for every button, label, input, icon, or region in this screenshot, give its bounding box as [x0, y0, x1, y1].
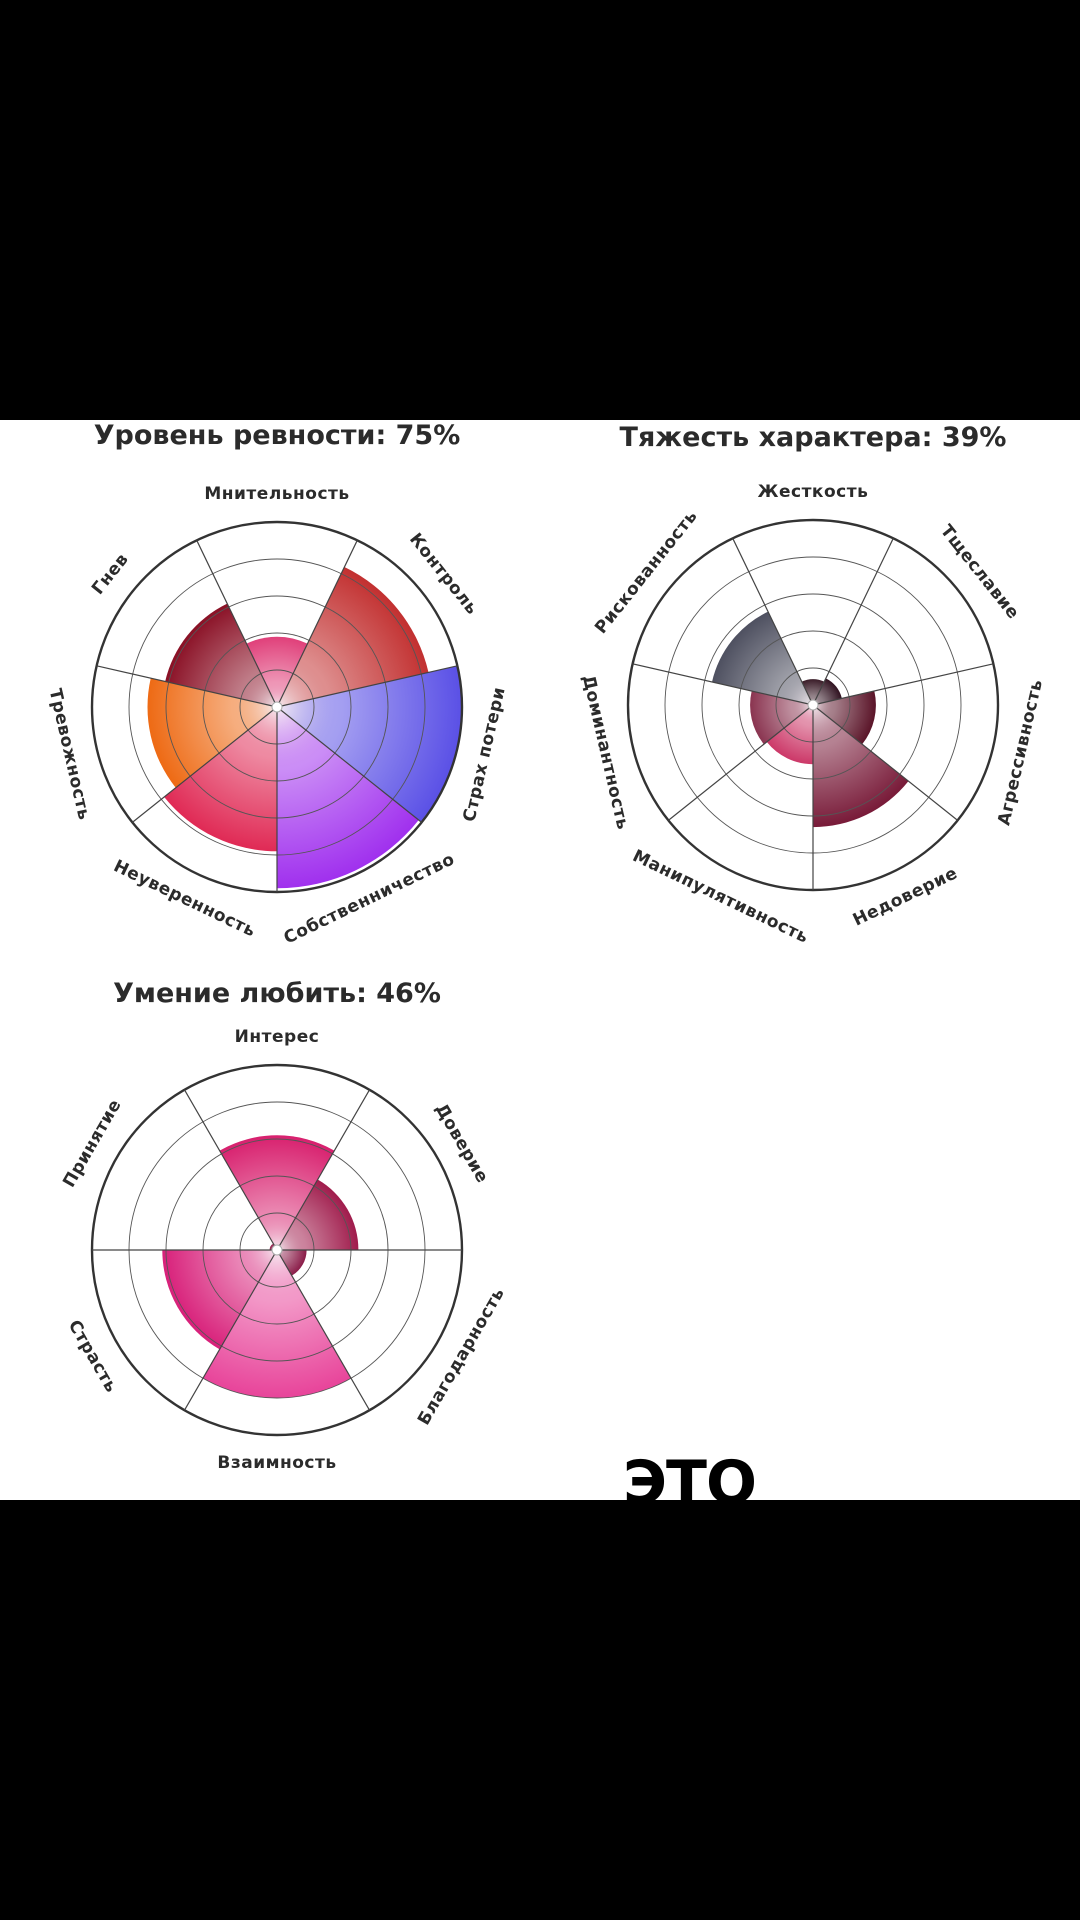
sector-cat-3 [813, 705, 909, 828]
sector-cat-2 [277, 1250, 307, 1276]
category-label: Доминантность [578, 673, 633, 832]
category-label: Интерес [235, 1027, 320, 1047]
sector-cat-4 [164, 707, 277, 852]
category-label: Взаимность [217, 1453, 336, 1473]
chart-title: Тяжесть характера: 39% [620, 422, 1007, 453]
divider-line [812, 538, 894, 706]
brand-logo: ЭТО ЛЮБОВЬ [623, 1448, 757, 1540]
divider-line [812, 704, 959, 821]
category-label: Гнев [88, 550, 133, 599]
sector-cat-3 [277, 707, 419, 889]
sector-cat-4 [766, 705, 813, 765]
center-dot [807, 699, 819, 711]
sector-cat-0 [246, 636, 308, 707]
sector-cat-6 [165, 603, 277, 707]
brand-logo-main: ЭТО [623, 1448, 757, 1518]
chart-title: Умение любить: 46% [113, 978, 441, 1009]
chart-3: Умение любить: 46%ИнтересДовериеБлагодар… [59, 978, 509, 1473]
sector-cat-5 [750, 691, 813, 745]
chart-title: Уровень ревности: 75% [94, 420, 461, 451]
divider-line [196, 540, 278, 708]
divider-line [732, 538, 814, 706]
category-label: Тревожность [45, 687, 94, 822]
category-label: Агрессивность [994, 677, 1047, 827]
sector-cat-0 [219, 1135, 335, 1250]
charts-canvas: Уровень ревности: 75%МнительностьКонтрол… [45, 420, 1048, 1473]
divider-line [276, 1089, 371, 1251]
divider-line [812, 663, 994, 706]
divider-line [183, 1249, 278, 1411]
sector-cat-2 [813, 691, 876, 745]
divider-line [276, 540, 358, 708]
sector-cat-1 [813, 678, 842, 705]
center-dot [271, 701, 283, 713]
divider-line [276, 665, 458, 708]
divider-line [96, 665, 278, 708]
category-label: Жесткость [758, 482, 869, 502]
sector-cat-0 [801, 679, 825, 705]
sector-cat-1 [277, 1179, 359, 1250]
charts-panel: Уровень ревности: 75% Мнительность Контрол… [0, 420, 1080, 1539]
category-label: Страх потери [460, 685, 510, 824]
sector-cat-6 [712, 611, 813, 705]
sector-cat-4 [162, 1250, 277, 1350]
divider-line [276, 1249, 371, 1411]
chart-1: Уровень ревности: 75%МнительностьКонтрол… [45, 420, 510, 949]
divider-line [183, 1089, 278, 1251]
divider-line [131, 706, 278, 823]
sector-cat-1 [277, 566, 429, 707]
center-dot [271, 1244, 283, 1256]
brand-logo-sub: ЛЮБОВЬ [623, 1515, 737, 1540]
divider-line [632, 663, 814, 706]
sector-cat-2 [277, 665, 463, 823]
category-label: Мнительность [204, 484, 349, 504]
chart-2: Тяжесть характера: 39%ЖесткостьТщеславие… [578, 422, 1047, 948]
divider-line [667, 704, 814, 821]
divider-line [276, 706, 423, 823]
